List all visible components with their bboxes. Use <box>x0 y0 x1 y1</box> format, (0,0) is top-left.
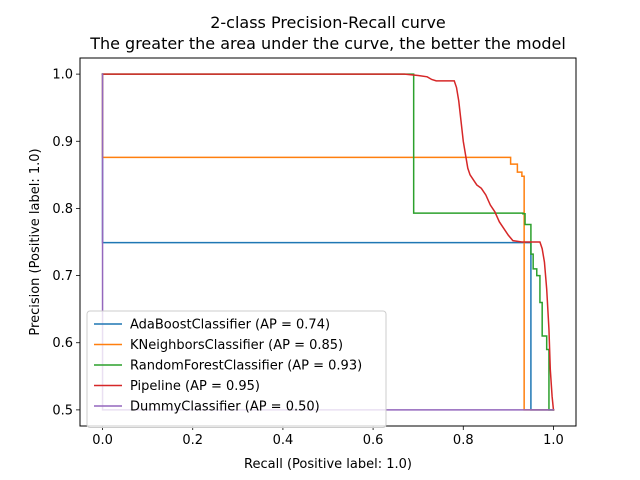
legend-entry-dummyclassifier: DummyClassifier (AP = 0.50) <box>130 400 320 415</box>
legend: AdaBoostClassifier (AP = 0.74) KNeighbors… <box>86 310 387 428</box>
y-tick-label: 0.5 <box>52 403 73 418</box>
y-tick-label: 0.9 <box>52 135 73 150</box>
y-tick-label: 0.6 <box>52 336 73 351</box>
x-tick-label: 0.0 <box>92 433 113 448</box>
legend-entry-kneighborsclassifier: KNeighborsClassifier (AP = 0.85) <box>130 338 343 353</box>
x-tick-label: 0.6 <box>363 433 384 448</box>
chart-subtitle: The greater the area under the curve, th… <box>89 34 566 53</box>
x-axis-label: Recall (Positive label: 1.0) <box>244 457 412 472</box>
y-axis-ticks: 0.5 0.6 0.7 0.8 0.9 1.0 <box>52 68 80 418</box>
legend-entry-adaboostclassifier: AdaBoostClassifier (AP = 0.74) <box>130 318 330 333</box>
legend-entry-randomforestclassifier: RandomForestClassifier (AP = 0.93) <box>130 359 362 374</box>
x-tick-label: 0.8 <box>453 433 474 448</box>
series-line-randomforestclassifier <box>101 73 555 411</box>
y-axis-label: Precision (Positive label: 1.0) <box>28 148 43 335</box>
x-tick-label: 0.4 <box>273 433 294 448</box>
x-tick-label: 1.0 <box>543 433 564 448</box>
x-tick-label: 0.2 <box>182 433 203 448</box>
legend-entry-pipeline: Pipeline (AP = 0.95) <box>130 379 260 394</box>
y-tick-label: 0.8 <box>52 202 73 217</box>
y-tick-label: 0.7 <box>52 269 73 284</box>
chart-title: 2-class Precision-Recall curve <box>210 13 446 32</box>
series-line-kneighborsclassifier <box>101 73 555 411</box>
plot-lines <box>101 73 555 411</box>
series-line-pipeline <box>101 73 555 411</box>
y-tick-label: 1.0 <box>52 68 73 83</box>
legend-box <box>86 310 387 428</box>
